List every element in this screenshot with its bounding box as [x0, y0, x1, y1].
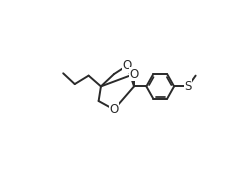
- Text: O: O: [129, 68, 139, 81]
- Text: O: O: [122, 59, 132, 72]
- Text: O: O: [109, 103, 119, 116]
- Text: S: S: [184, 80, 192, 93]
